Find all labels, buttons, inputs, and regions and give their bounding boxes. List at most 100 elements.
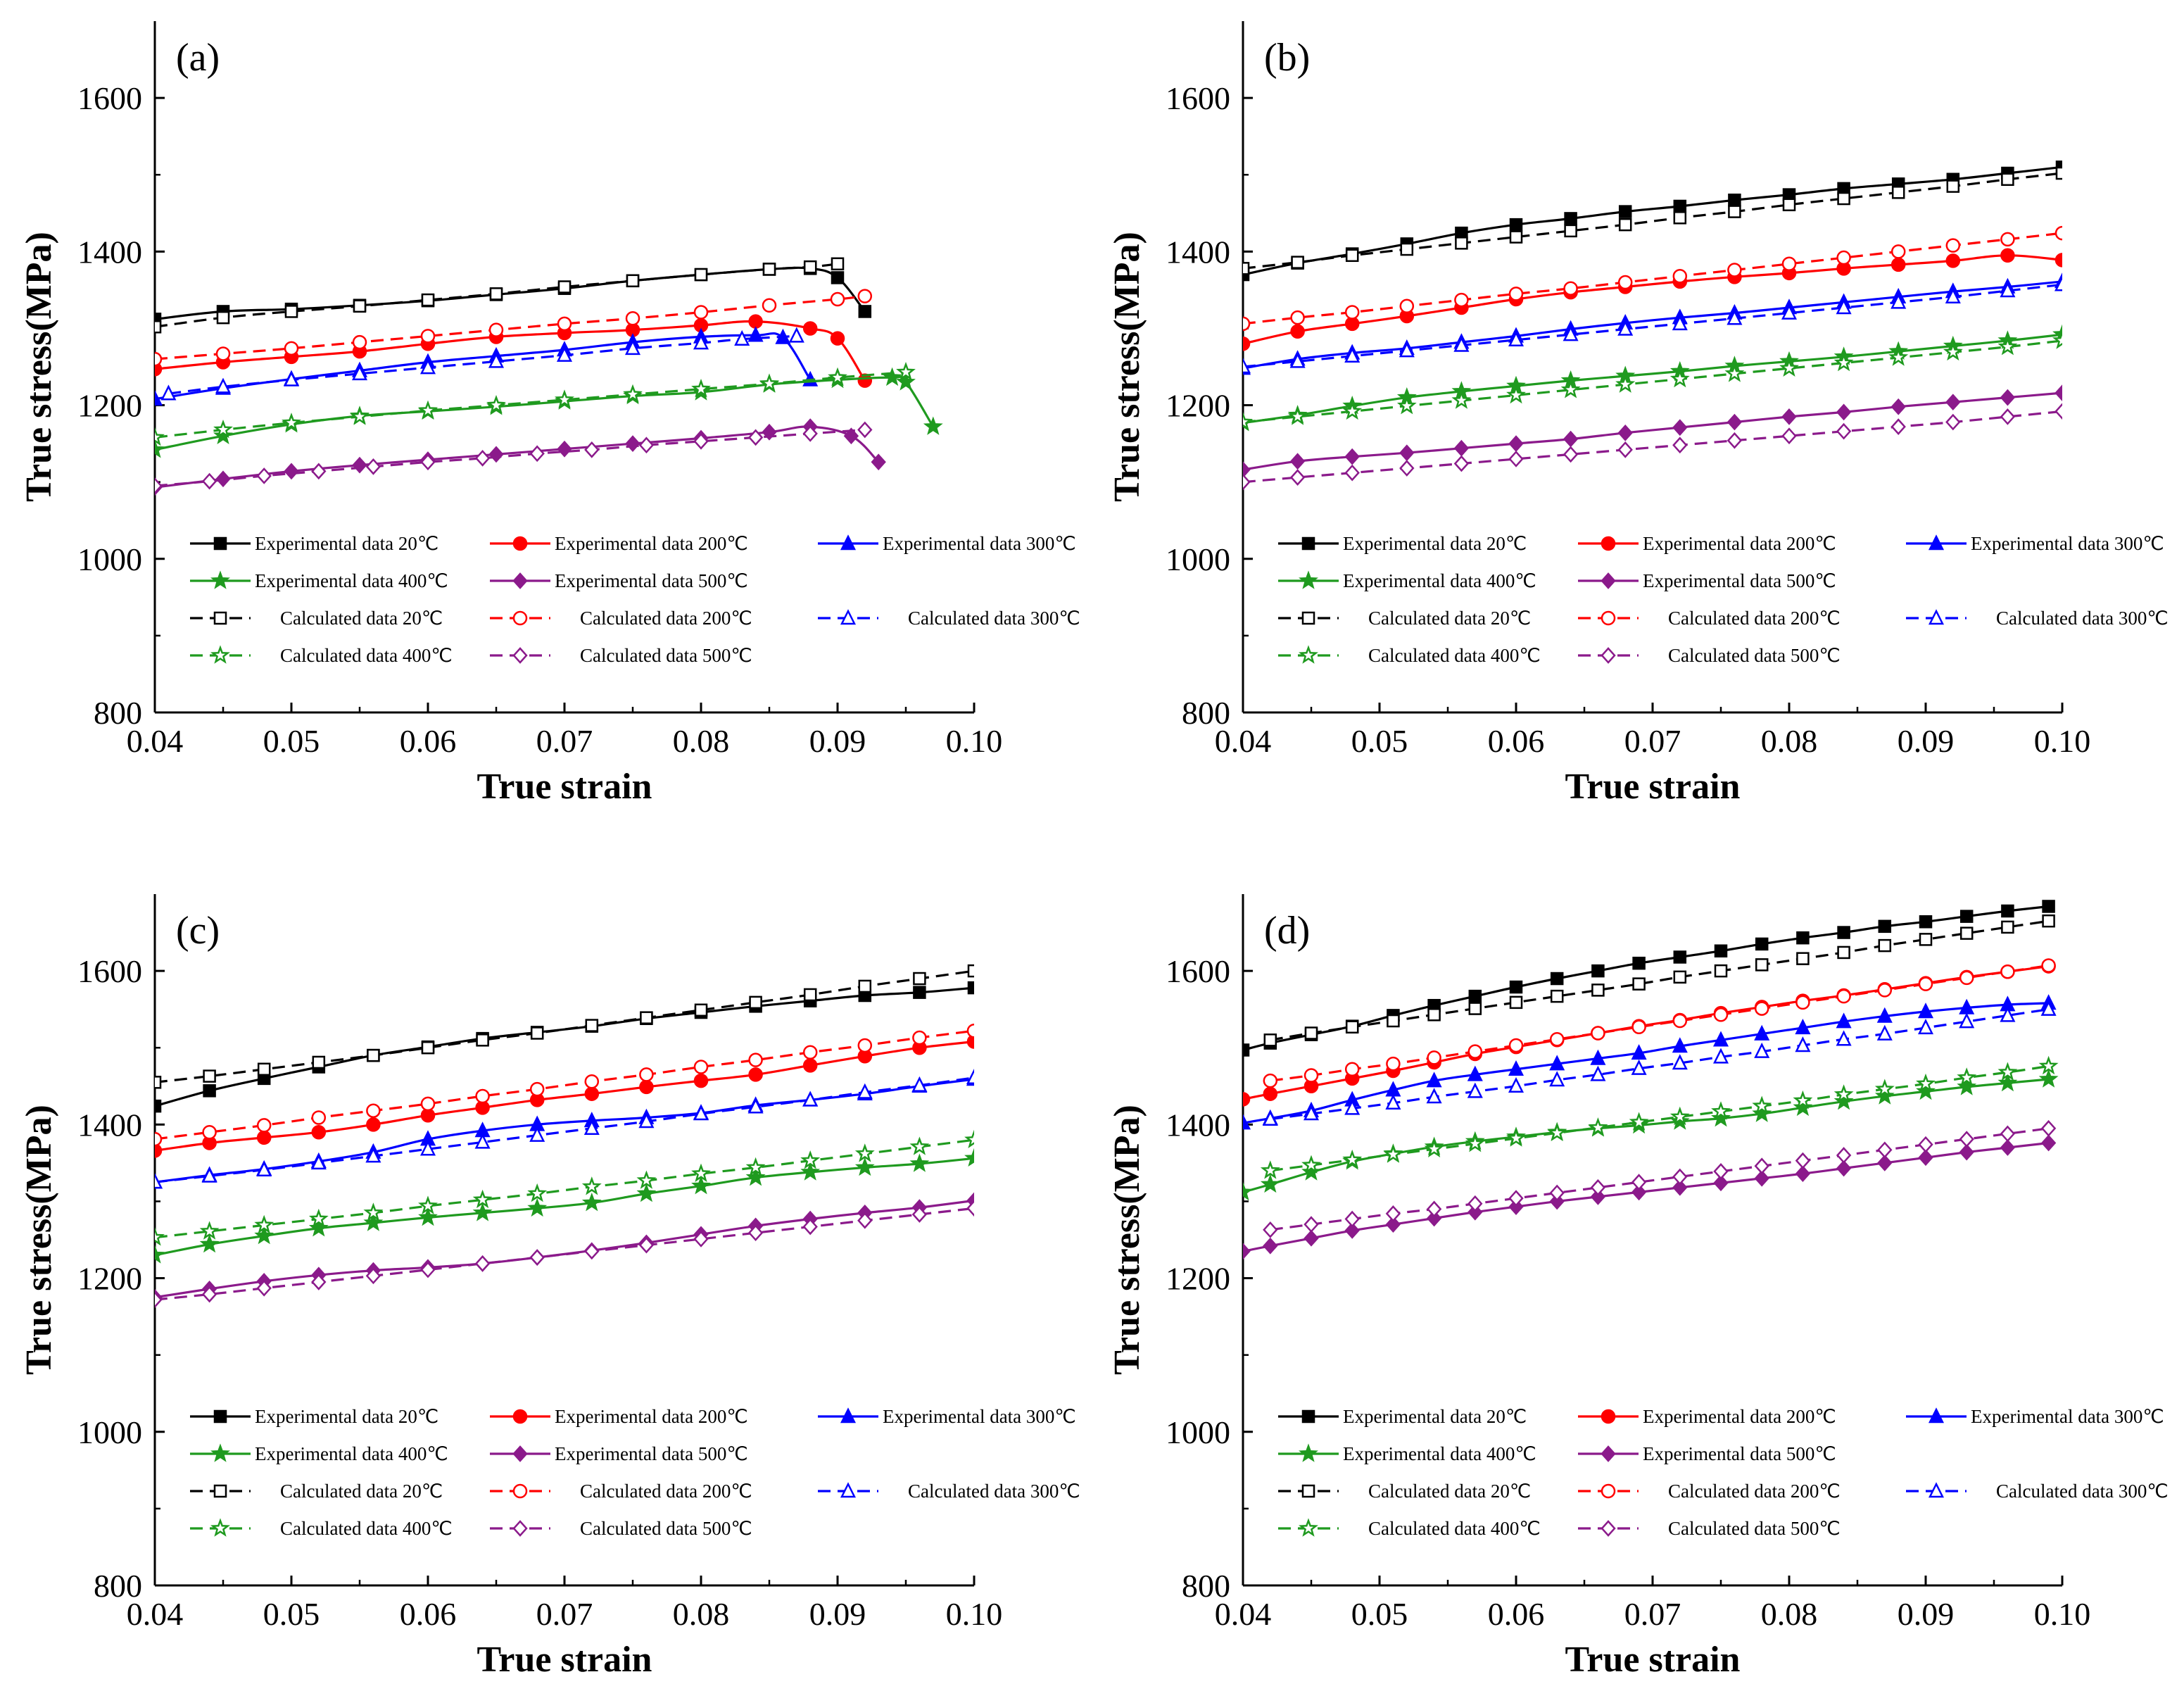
- legend: Experimental data 20℃ Experimental data 2…: [190, 1406, 1080, 1539]
- data-point: [1673, 199, 1687, 213]
- data-point: [1549, 1055, 1565, 1071]
- legend-marker: [512, 1483, 528, 1499]
- data-point: [624, 339, 641, 356]
- legend-marker: [1299, 570, 1318, 589]
- legend-marker: [512, 1445, 528, 1462]
- data-point: [1833, 1091, 1854, 1110]
- data-point: [1796, 931, 1810, 945]
- data-point: [581, 1176, 602, 1195]
- data-point: [1945, 394, 1961, 411]
- series-line-calc-20C: [1243, 172, 2062, 270]
- data-point: [1946, 180, 1960, 193]
- data-point: [1260, 1174, 1280, 1193]
- data-point: [1386, 1056, 1401, 1072]
- data-point: [1262, 1110, 1278, 1126]
- data-point: [155, 1143, 163, 1158]
- data-point: [693, 1073, 709, 1088]
- data-point: [858, 979, 872, 993]
- data-point: [1833, 1084, 1854, 1103]
- data-point: [1465, 1133, 1485, 1152]
- legend-label: Experimental data 500℃: [555, 1443, 748, 1464]
- data-point: [636, 1183, 657, 1202]
- data-point: [284, 341, 299, 356]
- data-point: [282, 413, 301, 432]
- data-point: [1508, 1060, 1525, 1076]
- x-tick-label: 0.09: [1898, 1596, 1955, 1632]
- data-point: [1344, 346, 1361, 363]
- data-point: [1454, 292, 1469, 308]
- legend-marker: [840, 1407, 857, 1424]
- data-point: [1287, 406, 1308, 425]
- data-point: [1837, 926, 1850, 939]
- data-point: [1672, 1013, 1688, 1029]
- data-point: [1263, 1073, 1278, 1088]
- data-point: [1263, 1033, 1277, 1047]
- data-point: [1836, 403, 1852, 421]
- data-point: [693, 305, 709, 320]
- data-point: [1563, 446, 1579, 463]
- data-point: [1263, 1086, 1278, 1101]
- data-point: [1779, 358, 1799, 377]
- x-tick-label: 0.05: [263, 1596, 320, 1632]
- data-point: [155, 1076, 162, 1089]
- data-point: [527, 1198, 548, 1217]
- data-point: [367, 1048, 380, 1062]
- data-point: [2000, 1139, 2016, 1156]
- data-point: [1888, 347, 1909, 366]
- data-point: [475, 1088, 490, 1104]
- data-point: [638, 1236, 655, 1254]
- data-point: [802, 321, 818, 336]
- data-point: [2055, 166, 2062, 180]
- data-point: [1590, 1179, 1606, 1196]
- data-point: [488, 322, 504, 337]
- data-point: [581, 1192, 602, 1212]
- data-point: [625, 435, 640, 452]
- data-point: [1997, 1062, 2018, 1081]
- data-point: [1467, 1195, 1483, 1212]
- data-point: [1891, 244, 1906, 259]
- data-point: [1796, 952, 1810, 965]
- data-point: [1945, 238, 1961, 253]
- data-point: [1877, 1155, 1893, 1171]
- data-point: [1781, 427, 1797, 445]
- legend-label: Experimental data 20℃: [1343, 533, 1527, 554]
- data-point: [1713, 1163, 1729, 1180]
- data-point: [693, 1060, 709, 1074]
- data-point: [1631, 1044, 1647, 1060]
- data-point: [1550, 972, 1564, 986]
- data-point: [802, 1045, 818, 1060]
- data-point: [1344, 1210, 1360, 1228]
- x-axis-title: True strain: [1565, 767, 1741, 807]
- data-point: [353, 299, 367, 313]
- data-point: [1549, 1184, 1565, 1202]
- data-point: [215, 377, 232, 394]
- data-point: [155, 1227, 165, 1246]
- data-point: [1468, 1002, 1482, 1015]
- data-point: [1399, 444, 1415, 462]
- legend-label: Calculated data 400℃: [280, 1518, 453, 1539]
- data-point: [310, 1154, 327, 1170]
- data-point: [623, 384, 643, 403]
- data-point: [1959, 1012, 1975, 1029]
- data-point: [1945, 253, 1961, 268]
- data-point: [747, 429, 764, 446]
- data-point: [2000, 408, 2016, 425]
- x-tick-label: 0.04: [127, 1596, 184, 1632]
- legend-marker: [213, 536, 227, 551]
- data-point: [854, 1157, 875, 1176]
- plot-area: [155, 257, 943, 496]
- series-line-exp-300C: [1243, 1002, 2049, 1124]
- data-point: [155, 390, 163, 406]
- data-point: [363, 1202, 384, 1221]
- data-point: [964, 1129, 974, 1148]
- series-line-calc-400C: [1243, 339, 2062, 424]
- y-tick-label: 1000: [77, 1414, 142, 1450]
- data-point: [420, 329, 436, 344]
- y-tick-label: 800: [1182, 1568, 1230, 1604]
- data-point: [256, 1130, 272, 1145]
- legend-label: Calculated data 500℃: [580, 645, 752, 666]
- series-line-exp-500C: [1243, 391, 2062, 471]
- data-point: [155, 1173, 163, 1189]
- data-point: [256, 1160, 272, 1176]
- data-point: [1836, 988, 1851, 1004]
